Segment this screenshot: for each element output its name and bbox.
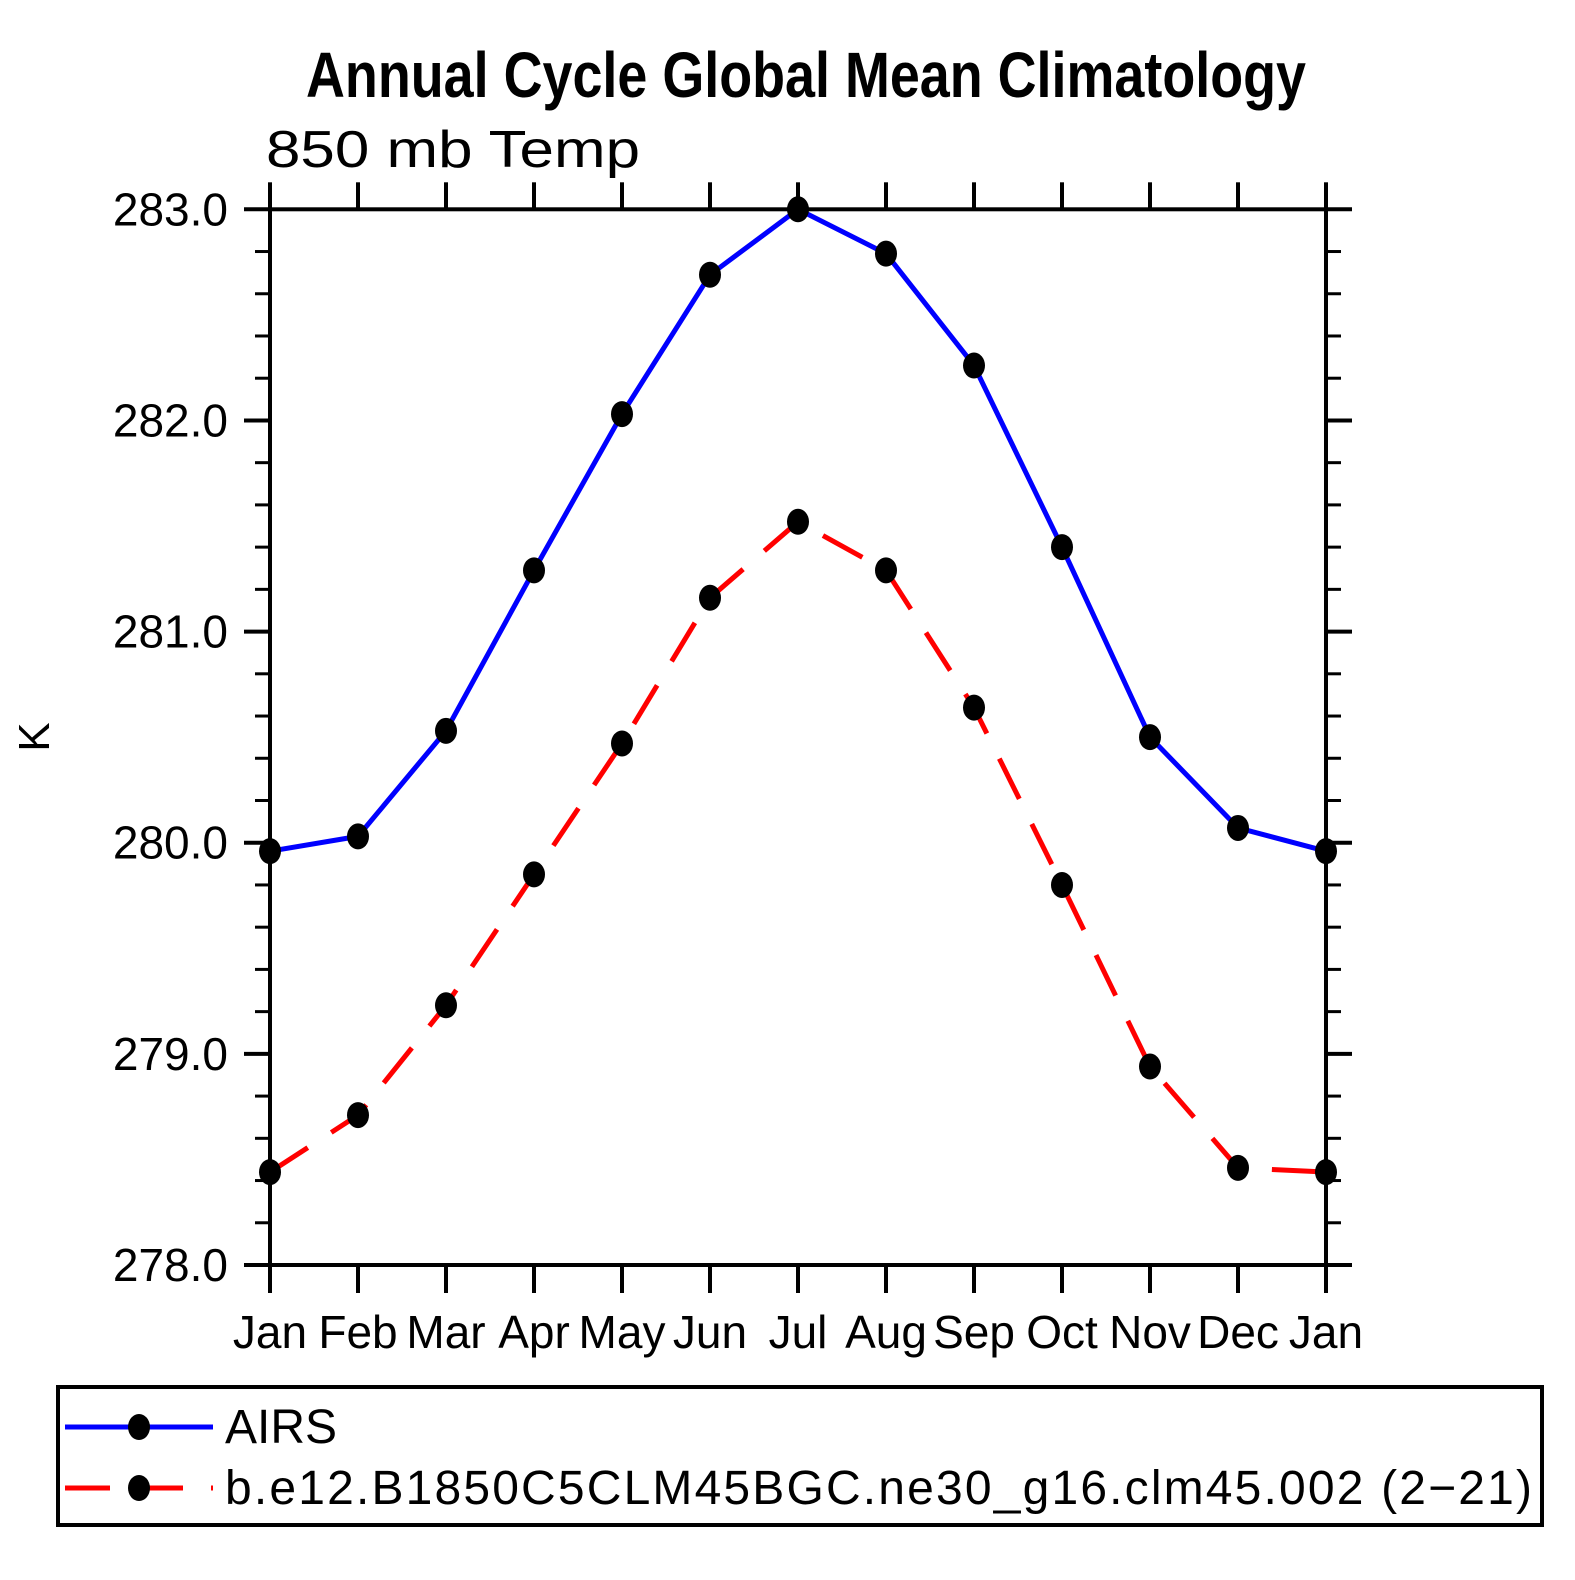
data-point-marker — [611, 401, 633, 428]
legend-marker — [128, 1475, 150, 1501]
legend-label: b.e12.B1850C5CLM45BGC.ne30_g16.clm45.002… — [225, 1462, 1532, 1515]
plot-area: Jan Feb Mar Apr May Jun Jul Aug Sep Oct Nov Dec Jan2… — [113, 182, 1363, 1358]
data-point-marker — [1139, 1053, 1161, 1080]
x-tick-label: Dec — [1197, 1306, 1279, 1358]
chart-title: Annual Cycle Global Mean Climatology — [306, 39, 1306, 111]
x-tick-label: Mar — [406, 1306, 485, 1358]
data-point-marker — [1051, 534, 1073, 561]
x-tick-label: Jan — [233, 1306, 307, 1358]
data-point-marker — [963, 352, 985, 379]
legend-label: AIRS — [225, 1401, 337, 1454]
x-tick-label: Oct — [1026, 1306, 1098, 1358]
data-point-marker — [435, 717, 457, 744]
y-axis-unit-label: K — [10, 722, 59, 751]
x-tick-label: Jun — [673, 1306, 747, 1358]
x-tick-label: Jul — [769, 1306, 828, 1358]
data-point-marker — [259, 838, 281, 865]
x-tick-label: Sep — [933, 1306, 1015, 1358]
data-point-marker — [1315, 1159, 1337, 1186]
y-tick-label: 281.0 — [113, 606, 228, 658]
data-point-marker — [1051, 871, 1073, 898]
data-point-marker — [347, 823, 369, 850]
x-tick-label: Jan — [1289, 1306, 1363, 1358]
x-tick-label: Aug — [845, 1306, 927, 1358]
legend-box — [56, 1385, 1544, 1527]
data-point-marker — [523, 861, 545, 888]
y-tick-label: 278.0 — [113, 1239, 228, 1291]
data-point-marker — [875, 240, 897, 267]
data-point-marker — [1139, 724, 1161, 751]
data-point-marker — [435, 992, 457, 1019]
data-point-marker — [963, 694, 985, 721]
legend-marker — [128, 1414, 150, 1440]
x-tick-label: May — [579, 1306, 666, 1358]
y-tick-label: 280.0 — [113, 817, 228, 869]
legend: AIRS b.e12.B1850C5CLM45BGC.ne30_g16.clm45… — [56, 1385, 1544, 1527]
data-point-marker — [1315, 838, 1337, 865]
data-point-marker — [1227, 1154, 1249, 1181]
data-point-marker — [699, 584, 721, 611]
data-point-marker — [699, 261, 721, 288]
data-point-marker — [875, 557, 897, 584]
plot-frame — [268, 207, 1328, 1267]
data-point-marker — [347, 1102, 369, 1129]
data-point-marker — [787, 196, 809, 223]
data-point-marker — [1227, 814, 1249, 841]
data-point-marker — [523, 557, 545, 584]
x-tick-label: Feb — [318, 1306, 397, 1358]
y-tick-label: 283.0 — [113, 183, 228, 235]
chart-subtitle: 850 mb Temp — [266, 121, 640, 179]
x-tick-label: Nov — [1109, 1306, 1191, 1358]
series-line-model — [268, 518, 1327, 1175]
y-tick-label: 279.0 — [113, 1028, 228, 1080]
data-point-marker — [787, 508, 809, 535]
data-point-marker — [259, 1159, 281, 1186]
data-point-marker — [611, 730, 633, 757]
y-tick-label: 282.0 — [113, 394, 228, 446]
x-tick-label: Apr — [498, 1306, 570, 1358]
